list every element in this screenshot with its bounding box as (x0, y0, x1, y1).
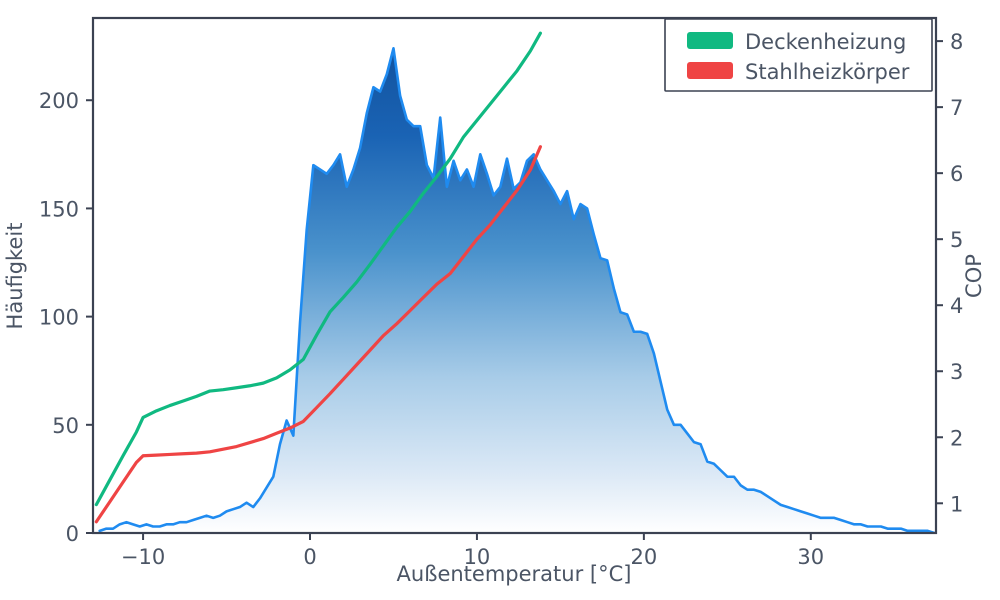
x-tick-label: 20 (631, 545, 658, 569)
y-tick-label: 0 (66, 522, 79, 546)
x-tick-label: 10 (464, 545, 491, 569)
y-tick-label: 50 (52, 414, 79, 438)
y-tick-label: 100 (39, 306, 79, 330)
series-line-deckenheizung (94, 31, 542, 507)
y-axis-left-label: Häufigkeit (3, 223, 27, 330)
y2-tick-label: 8 (950, 30, 963, 54)
legend-label-deckenheizung: Deckenheizung (745, 30, 906, 54)
plot-spines (91, 16, 938, 535)
histogram-outline (98, 46, 936, 533)
y-axis-left-ticks: 0 50 100 150 200 (39, 89, 93, 546)
x-axis-label: Außentemperatur [°C] (397, 562, 632, 586)
chart-legend: Deckenheizung Stahlheizkörper (664, 18, 933, 92)
legend-label-stahlheizkoerper: Stahlheizkörper (745, 60, 910, 84)
y2-tick-label: 2 (950, 426, 963, 450)
x-tick-label: 0 (303, 545, 316, 569)
y-axis-right-ticks: 1 2 3 4 5 6 7 8 (936, 30, 963, 516)
y2-tick-label: 1 (950, 492, 963, 516)
x-tick-label: 30 (797, 545, 824, 569)
legend-swatch-stahlheizkoerper (687, 62, 733, 79)
histogram-area-fill (99, 48, 935, 533)
legend-swatch-deckenheizung (687, 32, 733, 49)
series-line-stahlheizkoerper (94, 145, 542, 524)
y2-tick-label: 7 (950, 96, 963, 120)
y-tick-label: 200 (39, 89, 79, 113)
y2-tick-label: 6 (950, 162, 963, 186)
y-tick-label: 150 (39, 197, 79, 221)
y2-tick-label: 3 (950, 360, 963, 384)
y-axis-right-label: COP (962, 254, 986, 298)
x-axis-ticks: −10 0 10 20 30 (121, 533, 824, 569)
y2-tick-label: 4 (950, 294, 963, 318)
x-tick-label: −10 (121, 545, 165, 569)
y2-tick-label: 5 (950, 228, 963, 252)
